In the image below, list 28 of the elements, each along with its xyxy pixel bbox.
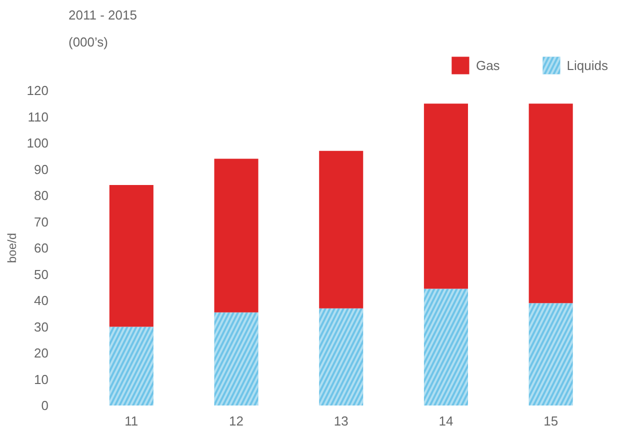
bar	[424, 104, 468, 289]
bar	[319, 150, 364, 308]
x-tick-label: 13	[334, 414, 348, 428]
y-tick-label: 120	[26, 83, 49, 98]
y-axis-title: boe/d	[4, 232, 19, 264]
legend-label: Gas	[476, 58, 500, 72]
bar	[528, 104, 573, 304]
y-tick-label: 110	[28, 109, 49, 124]
y-tick-label: 10	[34, 372, 49, 387]
y-tick-label: 60	[34, 240, 49, 256]
y-tick-label: 50	[34, 266, 49, 282]
x-tick-label: 15	[544, 414, 558, 428]
x-tick-label: 12	[229, 414, 244, 428]
bar	[109, 185, 154, 327]
y-tick-label: 40	[34, 293, 49, 308]
y-tick-label: 0	[41, 398, 49, 413]
y-tick-label: 30	[34, 319, 49, 334]
y-tick-label: 90	[34, 162, 49, 177]
y-tick-label: 70	[34, 214, 49, 230]
x-tick-label: 14	[438, 414, 454, 428]
bar	[214, 158, 258, 312]
y-tick-label: 80	[34, 188, 49, 203]
chart-title: 2011 - 2015	[68, 8, 137, 22]
x-tick-label: 11	[124, 414, 138, 428]
legend-label: Liquids	[566, 58, 608, 72]
y-tick-label: 100	[26, 136, 49, 150]
y-tick-label: 20	[34, 346, 49, 360]
chart-subtitle: (000’s)	[68, 34, 108, 50]
